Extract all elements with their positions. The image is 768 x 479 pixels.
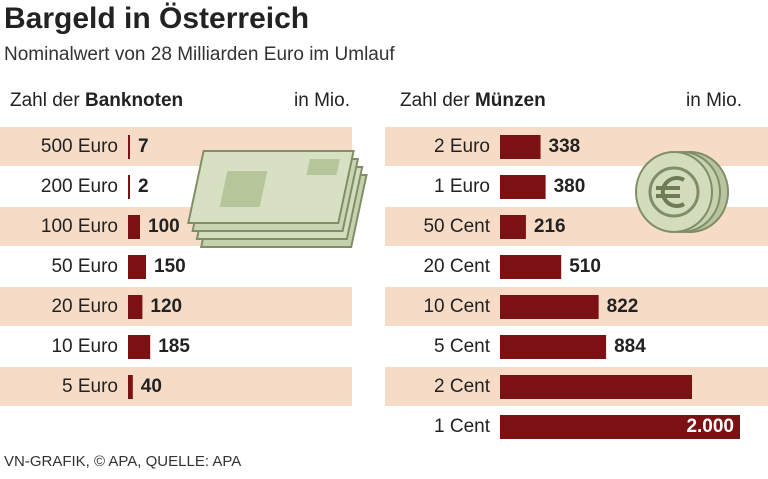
unit-label: in Mio. (294, 90, 350, 111)
category-label: 1 Cent (434, 416, 491, 437)
banknote-icon (187, 150, 368, 248)
header-label: Banknoten (85, 90, 183, 111)
value-label: 510 (569, 256, 601, 277)
value-label: 100 (148, 216, 180, 237)
bar (500, 215, 526, 239)
header-prefix: Zahl der (400, 90, 470, 111)
panel-header: Zahl der Münzen (400, 90, 546, 111)
value-label: 216 (534, 216, 566, 237)
header-prefix: Zahl der (10, 90, 80, 111)
value-label: 40 (141, 376, 162, 397)
value-label: 2.000 (686, 416, 734, 437)
coin-icon (635, 151, 729, 233)
category-label: 2 Cent (434, 376, 491, 397)
row-band (0, 287, 352, 326)
category-label: 20 Cent (423, 256, 490, 277)
decoration (187, 150, 729, 248)
bar (128, 135, 130, 159)
bar (500, 415, 740, 439)
bar (500, 135, 541, 159)
value-label: 7 (138, 136, 149, 157)
value-label: 884 (614, 336, 646, 357)
category-label: 50 Cent (423, 216, 490, 237)
value-label: 822 (607, 296, 639, 317)
row-band (0, 367, 352, 406)
bar (128, 215, 140, 239)
category-label: 2 Euro (434, 136, 490, 157)
category-label: 10 Euro (51, 336, 118, 357)
source: VN-GRAFIK, © APA, QUELLE: APA (4, 453, 241, 470)
category-label: 1 Euro (434, 176, 490, 197)
header-label: Münzen (475, 90, 546, 111)
bar (500, 295, 599, 319)
panel-header: Zahl der Banknoten (10, 90, 183, 111)
category-label: 5 Cent (434, 336, 491, 357)
category-label: 500 Euro (41, 136, 118, 157)
value-label: 120 (150, 296, 182, 317)
category-label: 10 Cent (423, 296, 490, 317)
value-label: 380 (554, 176, 586, 197)
category-label: 50 Euro (51, 256, 118, 277)
title: Bargeld in Österreich (4, 2, 309, 35)
category-label: 200 Euro (41, 176, 118, 197)
bar (500, 175, 546, 199)
category-label: 100 Euro (41, 216, 118, 237)
bar (128, 255, 146, 279)
bar (500, 335, 607, 359)
bar (128, 335, 151, 359)
category-label: 20 Euro (51, 296, 118, 317)
bar (128, 175, 130, 199)
value-label: 150 (154, 256, 186, 277)
bar (128, 295, 143, 319)
bar (128, 375, 133, 399)
subtitle: Nominalwert von 28 Milliarden Euro im Um… (4, 44, 395, 65)
category-label: 5 Euro (62, 376, 118, 397)
unit-label: in Mio. (686, 90, 742, 111)
value-label: 2 (138, 176, 149, 197)
value-label: 338 (549, 136, 581, 157)
value-label: 185 (158, 336, 190, 357)
bar (500, 255, 562, 279)
bar (500, 375, 692, 399)
